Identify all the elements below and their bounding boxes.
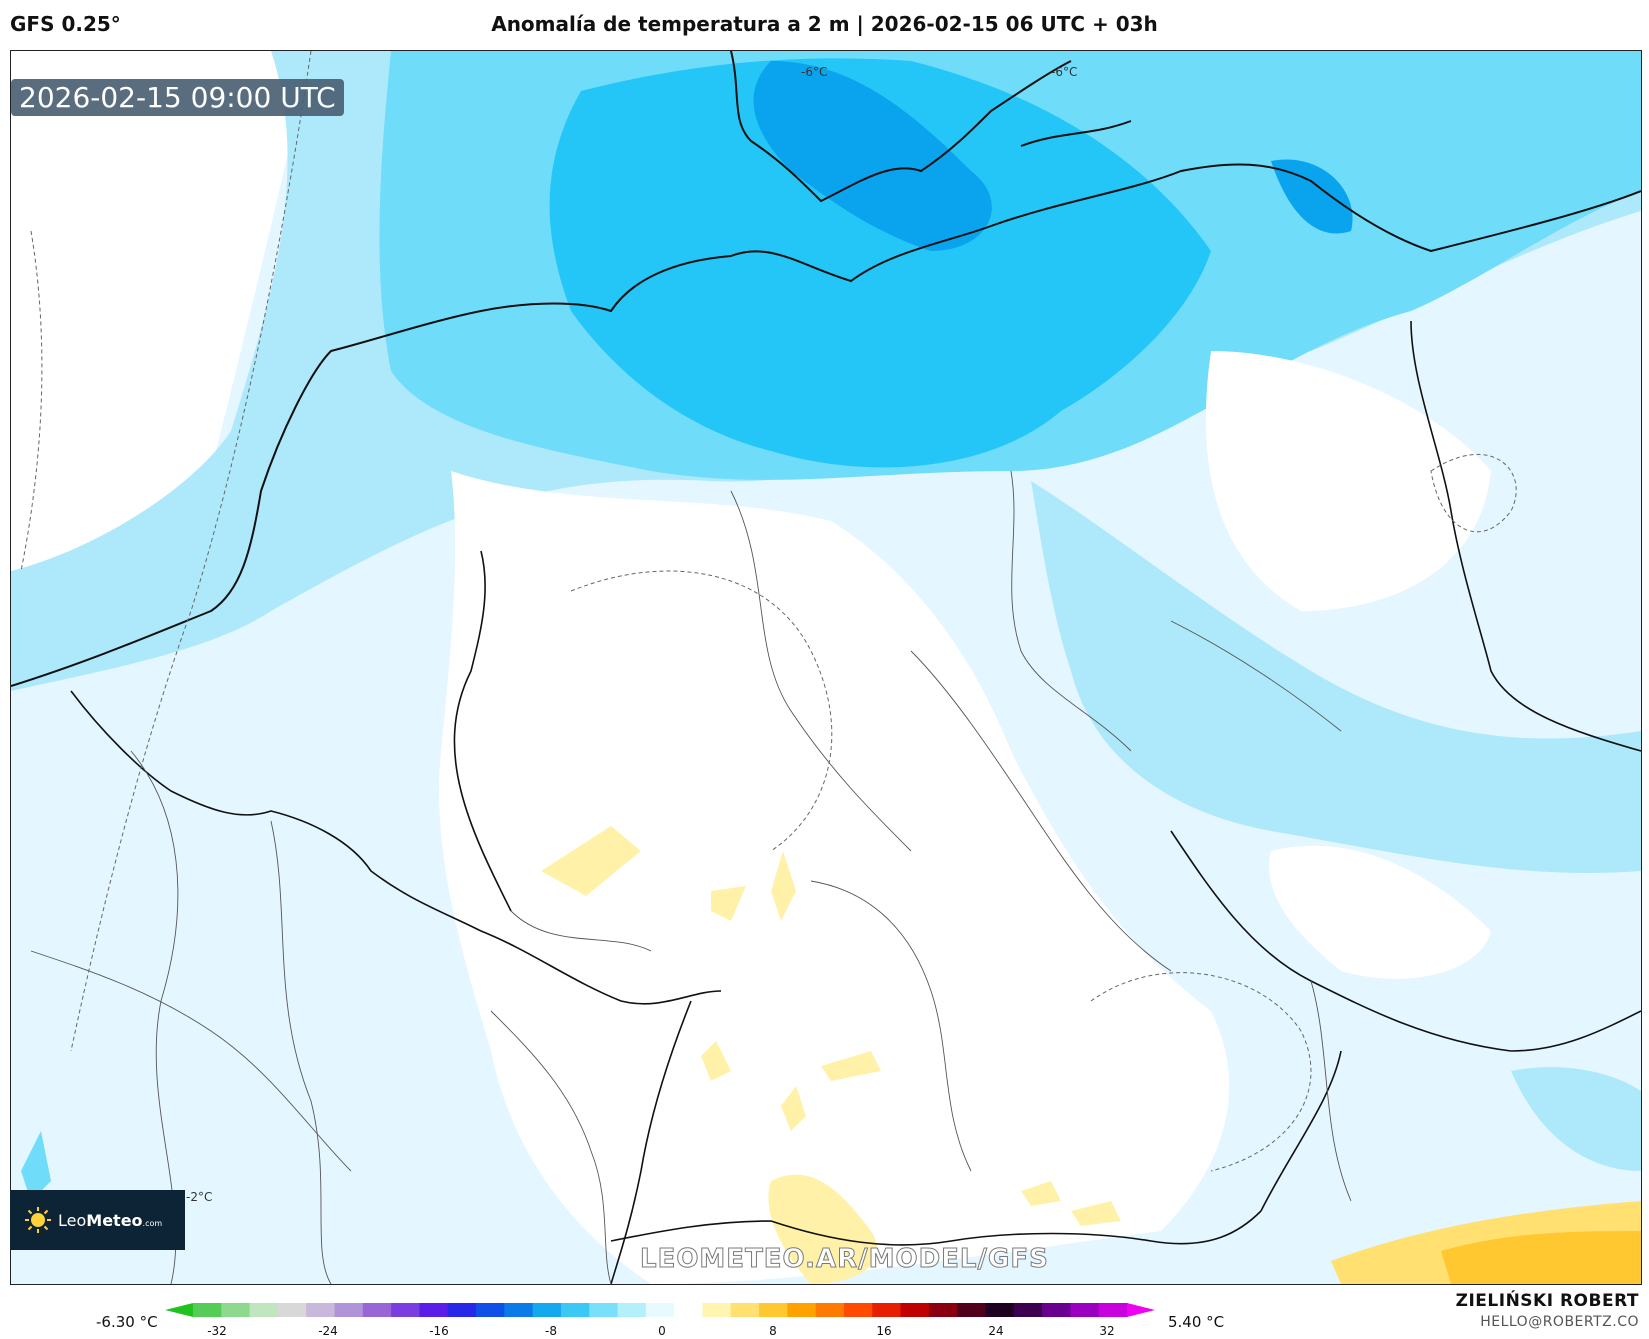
colorbar-tick: -16	[429, 1324, 449, 1338]
colorbar-segment	[1042, 1303, 1071, 1317]
colorbar-min-label: -6.30 °C	[96, 1313, 158, 1331]
border-layer	[70, 320, 1641, 1284]
watermark-url: LEOMETEO.AR/MODEL/GFS	[640, 1244, 1049, 1275]
colorbar-segment	[532, 1303, 562, 1317]
region-lines	[30, 470, 1352, 1284]
contour-label: -6°C	[1051, 65, 1077, 79]
colorbar	[165, 1303, 1155, 1317]
colorbar-segment	[334, 1303, 364, 1317]
coastline-layer	[11, 51, 1641, 687]
colorbar-segment	[1013, 1303, 1043, 1317]
contour-label: -6°C	[801, 65, 827, 79]
colorbar-tick: 16	[876, 1324, 892, 1338]
colorbar-segment	[221, 1303, 251, 1317]
colorbar-segment	[900, 1303, 930, 1317]
colorbar-segment	[391, 1303, 421, 1317]
model-label: GFS 0.25°	[10, 12, 121, 36]
colorbar-segment	[249, 1303, 279, 1317]
colorbar-segment	[759, 1303, 788, 1317]
colorbar-segment	[815, 1303, 845, 1317]
sun-icon	[24, 1206, 52, 1234]
colorbar-segment	[843, 1303, 873, 1317]
colorbar-tick: 0	[658, 1324, 666, 1338]
colorbar-segment	[957, 1303, 987, 1317]
author-email: HELLO@ROBERTZ.CO	[1480, 1314, 1639, 1330]
colorbar-under-arrow	[165, 1303, 193, 1317]
colorbar-tick: -24	[318, 1324, 338, 1338]
map-canvas: -6°C -6°C -2°C	[11, 51, 1641, 1284]
colorbar-segment	[193, 1303, 222, 1317]
colorbar-segment	[1098, 1303, 1128, 1317]
colorbar-segment	[419, 1303, 449, 1317]
colorbar-segment	[362, 1303, 392, 1317]
colorbar-segment	[1070, 1303, 1100, 1317]
leometeo-logo: LeoMeteo.com	[10, 1190, 185, 1250]
colorbar-tick: 8	[769, 1324, 777, 1338]
contour-label: -2°C	[186, 1190, 212, 1204]
colorbar-segment	[277, 1303, 307, 1317]
colorbar-ticks: -32 -24 -16 -8 0 8 16 24 32	[0, 1324, 1649, 1339]
colorbar-segment	[589, 1303, 619, 1317]
colorbar-segment	[702, 1303, 732, 1317]
colorbar-segment	[645, 1303, 675, 1317]
colorbar-segment	[985, 1303, 1015, 1317]
colorbar-tick: -32	[207, 1324, 227, 1338]
colorbar-tick: 32	[1099, 1324, 1115, 1338]
anomaly-map: -6°C -6°C -2°C 2026-02-15 09:00 UTC	[10, 50, 1642, 1285]
colorbar-segment	[504, 1303, 534, 1317]
chart-title: Anomalía de temperatura a 2 m | 2026-02-…	[491, 12, 1158, 36]
colorbar-segment	[730, 1303, 760, 1317]
colorbar-segment	[674, 1303, 704, 1317]
valid-time-badge: 2026-02-15 09:00 UTC	[11, 79, 344, 116]
colorbar-tick: -8	[545, 1324, 557, 1338]
colorbar-segment	[928, 1303, 958, 1317]
logo-text: LeoMeteo.com	[58, 1210, 163, 1230]
colorbar-segment	[560, 1303, 590, 1317]
colorbar-tick: 24	[988, 1324, 1004, 1338]
colorbar-segment	[447, 1303, 477, 1317]
author-name: ZIELIŃSKI ROBERT	[1455, 1291, 1639, 1311]
colorbar-segment	[787, 1303, 817, 1317]
colorbar-segment	[872, 1303, 902, 1317]
colorbar-segment	[476, 1303, 505, 1317]
anomaly-fill-layer	[11, 51, 1641, 1284]
colorbar-over-arrow	[1127, 1303, 1155, 1317]
colorbar-max-label: 5.40 °C	[1168, 1313, 1225, 1331]
colorbar-segment	[617, 1303, 647, 1317]
contour-lines	[20, 51, 1517, 1172]
colorbar-segment	[306, 1303, 336, 1317]
